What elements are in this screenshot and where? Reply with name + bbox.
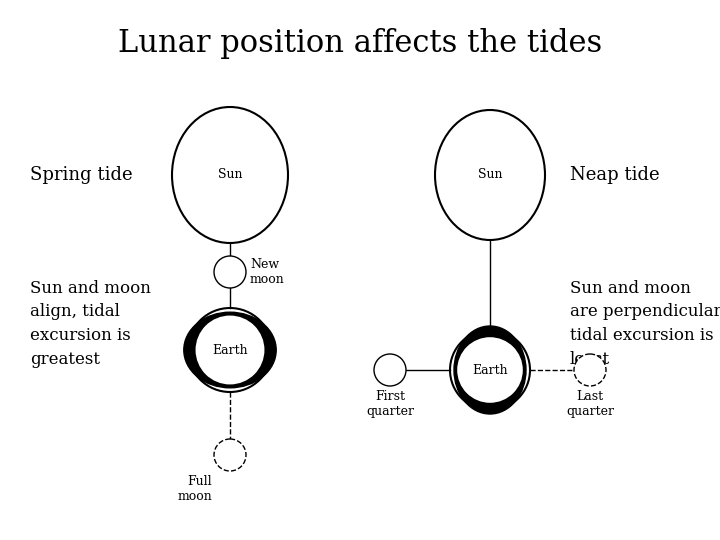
Text: New
moon: New moon (250, 258, 284, 286)
Text: Spring tide: Spring tide (30, 166, 132, 184)
Text: Sun and moon
align, tidal
excursion is
greatest: Sun and moon align, tidal excursion is g… (30, 280, 151, 368)
Text: Neap tide: Neap tide (570, 166, 660, 184)
Circle shape (574, 354, 606, 386)
Circle shape (457, 337, 523, 403)
Text: Sun: Sun (217, 168, 242, 181)
Text: Last
quarter: Last quarter (566, 390, 614, 418)
Text: Full
moon: Full moon (177, 475, 212, 503)
Circle shape (214, 256, 246, 288)
Circle shape (214, 439, 246, 471)
Text: Sun: Sun (478, 168, 503, 181)
Text: Lunar position affects the tides: Lunar position affects the tides (118, 28, 602, 59)
Text: Earth: Earth (472, 363, 508, 376)
Text: Earth: Earth (212, 343, 248, 356)
Ellipse shape (172, 107, 288, 243)
Ellipse shape (435, 110, 545, 240)
Ellipse shape (184, 312, 276, 388)
Text: First
quarter: First quarter (366, 390, 414, 418)
Circle shape (374, 354, 406, 386)
Circle shape (196, 315, 264, 384)
Text: Sun and moon
are perpendicular,
tidal excursion is
least: Sun and moon are perpendicular, tidal ex… (570, 280, 720, 368)
Ellipse shape (454, 326, 526, 414)
